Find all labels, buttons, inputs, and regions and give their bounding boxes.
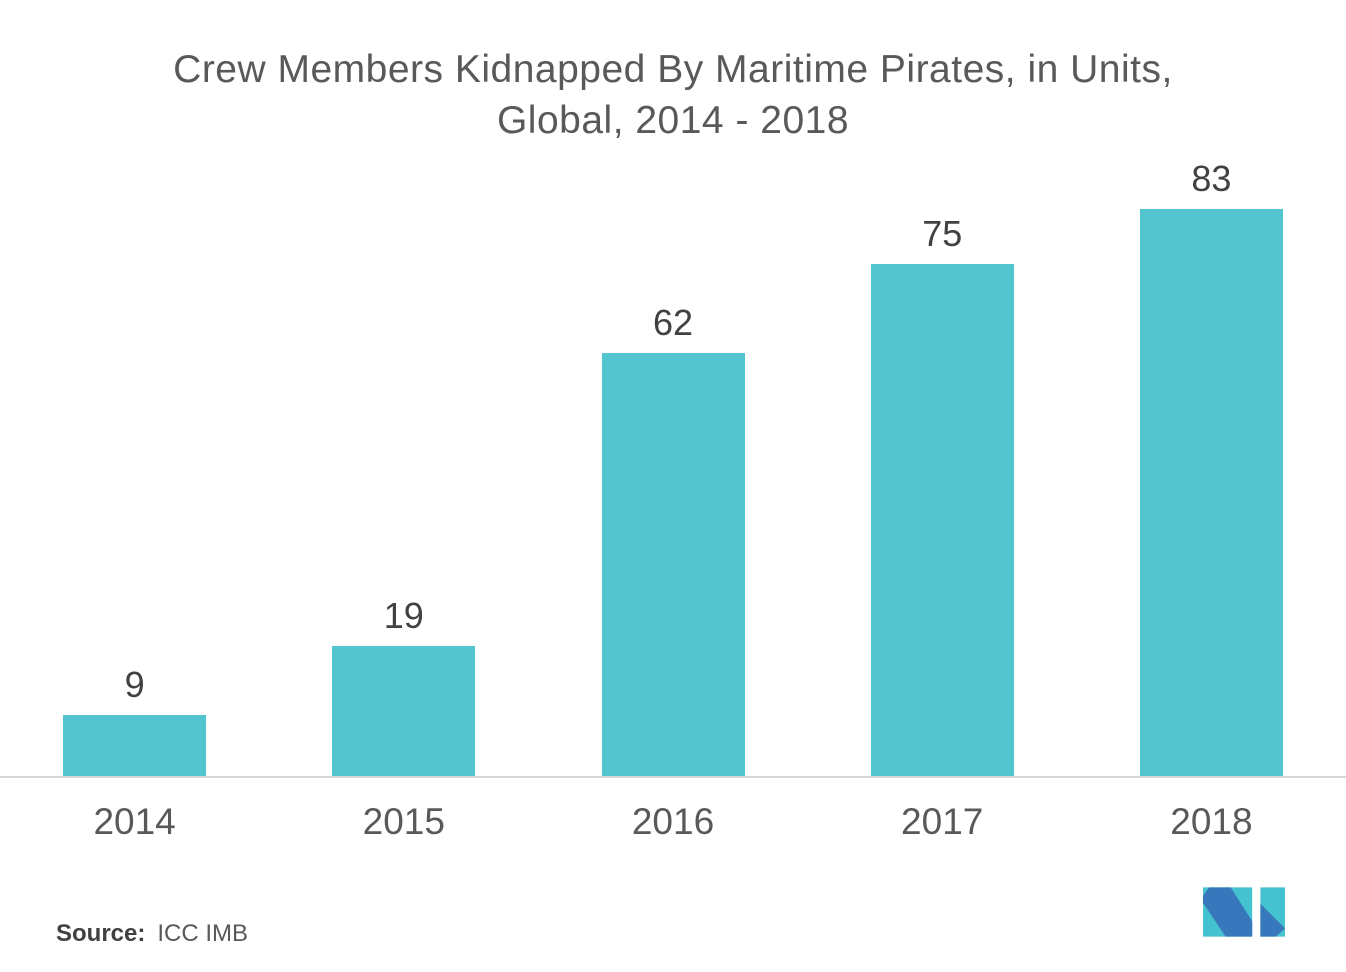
- plot-area: 9 19 62 75 83: [0, 116, 1346, 776]
- source-value: ICC IMB: [157, 920, 249, 947]
- bar-2014: [63, 715, 207, 776]
- chart-title: Crew Members Kidnapped By Maritime Pirat…: [0, 44, 1346, 147]
- bar-2016: [601, 353, 745, 776]
- source-line: Source: ICC IMB: [56, 920, 248, 948]
- bar-group-2018: 83: [1077, 116, 1346, 776]
- bar-2017: [870, 264, 1014, 776]
- logo-i-glyph: [1260, 887, 1285, 937]
- bar-group-2015: 19: [269, 116, 538, 776]
- bar-value-label-2016: 62: [652, 302, 694, 343]
- bar-group-2016: 62: [538, 116, 807, 776]
- bar-value-label-2018: 83: [1191, 158, 1232, 199]
- x-tick-2016: 2016: [631, 801, 715, 842]
- x-tick-2014: 2014: [93, 801, 176, 842]
- source-label: Source:: [56, 920, 146, 947]
- logo-m-glyph: [1203, 887, 1253, 937]
- mordor-intelligence-logo: [1203, 887, 1285, 937]
- bar-2018: [1139, 209, 1283, 776]
- x-tick-2017: 2017: [901, 801, 984, 842]
- x-axis-line: [0, 776, 1346, 778]
- bar-value-label-2015: 19: [383, 595, 424, 636]
- bar-value-label-2014: 9: [124, 664, 145, 705]
- logo-m-blue-band: [1203, 887, 1253, 937]
- x-tick-2018: 2018: [1170, 801, 1253, 842]
- bar-2015: [332, 646, 476, 776]
- bar-group-2017: 75: [808, 116, 1077, 776]
- x-tick-2015: 2015: [362, 801, 445, 842]
- logo-i-blue-band: [1260, 903, 1285, 937]
- bar-group-2014: 9: [0, 116, 269, 776]
- chart-title-line2: Global, 2014 - 2018: [496, 99, 850, 143]
- x-axis: 2014 2015 2016 2017 2018: [0, 801, 1346, 843]
- chart-title-line1: Crew Members Kidnapped By Maritime Pirat…: [173, 48, 1173, 91]
- bar-value-label-2017: 75: [922, 213, 963, 254]
